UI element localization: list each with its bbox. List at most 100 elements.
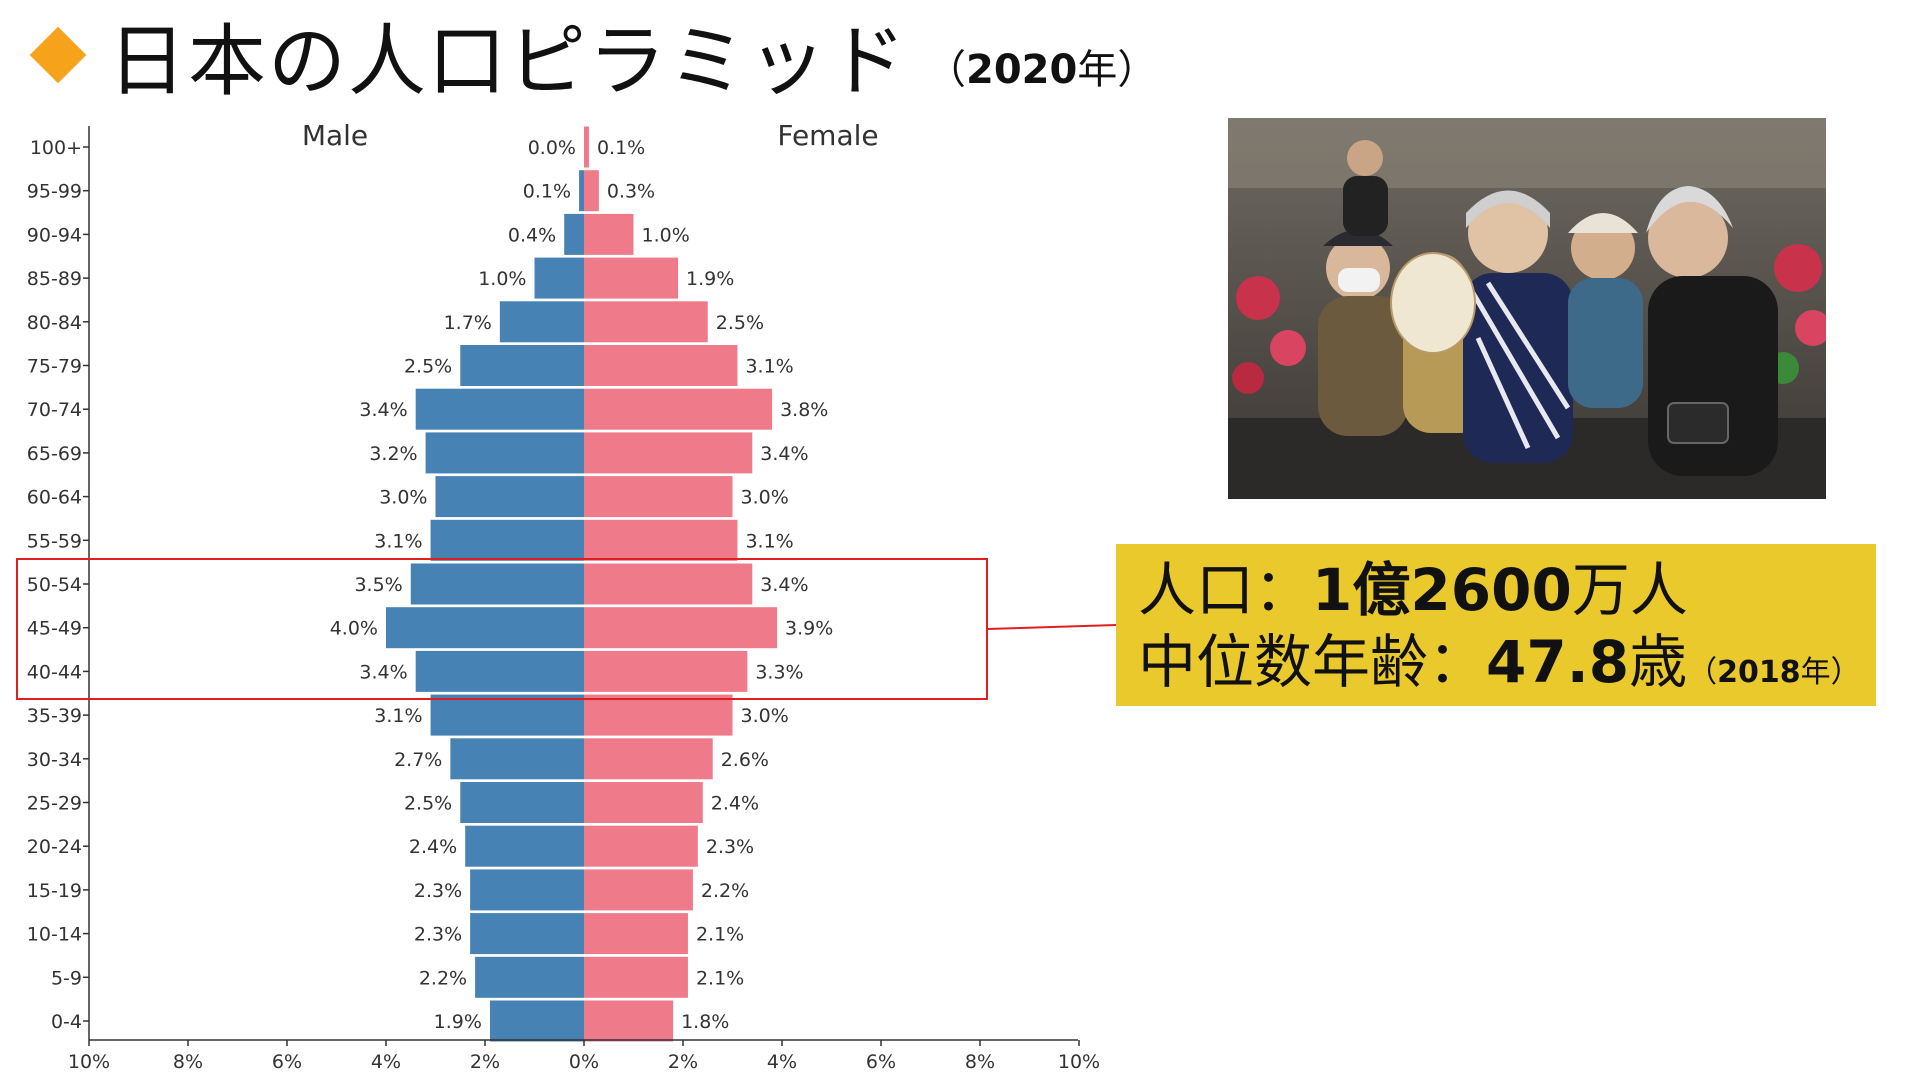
female-value-label-20-24: 2.3%	[706, 836, 754, 858]
female-value-label-10-14: 2.1%	[696, 924, 744, 946]
male-legend-label: Male	[302, 119, 368, 152]
female-bar-80-84	[584, 301, 708, 343]
y-tick-label-95-99: 95-99	[27, 181, 82, 203]
median-note-year: 2018	[1717, 655, 1801, 690]
x-tick-label-7: 4%	[767, 1051, 797, 1073]
title-row: 日本の人口ピラミッド （2020年）	[24, 10, 1157, 107]
female-bar-30-34	[584, 738, 713, 780]
male-value-label-75-79: 2.5%	[404, 356, 452, 378]
female-bar-75-79	[584, 345, 738, 386]
y-tick-label-45-49: 45-49	[27, 618, 82, 640]
male-value-label-10-14: 2.3%	[414, 924, 462, 946]
male-value-label-25-29: 2.5%	[404, 793, 452, 815]
y-tick-label-75-79: 75-79	[27, 356, 82, 378]
male-value-label-30-34: 2.7%	[394, 749, 442, 771]
female-value-label-60-64: 3.0%	[741, 487, 789, 509]
female-bar-50-54	[584, 563, 753, 605]
female-value-label-50-54: 3.4%	[760, 574, 808, 596]
female-bar-100+	[584, 126, 589, 168]
y-tick-label-100+: 100+	[30, 137, 82, 159]
male-value-label-5-9: 2.2%	[419, 967, 467, 989]
female-bar-35-39	[584, 694, 733, 736]
female-bar-25-29	[584, 782, 703, 823]
population-unit: 万人	[1571, 556, 1688, 624]
title-year-number: 2020	[966, 47, 1078, 93]
male-bar-50-54	[410, 563, 584, 605]
title-year-suffix: 年	[1077, 47, 1118, 93]
x-tick-label-8: 6%	[866, 1051, 896, 1073]
male-value-label-90-94: 0.4%	[508, 224, 556, 246]
x-tick-label-10: 10%	[1058, 1051, 1100, 1073]
y-tick-label-35-39: 35-39	[27, 705, 82, 727]
x-tick-label-4: 2%	[470, 1051, 500, 1073]
y-tick-label-90-94: 90-94	[27, 224, 82, 246]
y-tick-label-40-44: 40-44	[27, 661, 82, 683]
x-tick-label-3: 4%	[371, 1051, 401, 1073]
female-value-label-85-89: 1.9%	[686, 268, 734, 290]
female-bar-55-59	[584, 519, 738, 561]
female-value-label-65-69: 3.4%	[760, 443, 808, 465]
median-age-unit: 歳	[1629, 628, 1688, 696]
female-bar-15-19	[584, 869, 693, 911]
y-tick-label-30-34: 30-34	[27, 749, 82, 771]
male-bar-15-19	[470, 869, 584, 911]
y-tick-label-20-24: 20-24	[27, 836, 82, 858]
x-tick-label-2: 6%	[272, 1051, 302, 1073]
male-bar-90-94	[564, 213, 584, 255]
y-tick-label-10-14: 10-14	[27, 924, 82, 946]
y-tick-label-25-29: 25-29	[27, 793, 82, 815]
male-bar-75-79	[460, 345, 584, 386]
female-value-label-5-9: 2.1%	[696, 967, 744, 989]
x-tick-label-1: 8%	[173, 1051, 203, 1073]
male-value-label-55-59: 3.1%	[374, 530, 422, 552]
female-value-label-45-49: 3.9%	[785, 618, 833, 640]
y-tick-label-60-64: 60-64	[27, 487, 82, 509]
median-note-close: ）	[1830, 655, 1861, 690]
female-value-label-30-34: 2.6%	[721, 749, 769, 771]
female-value-label-15-19: 2.2%	[701, 880, 749, 902]
female-legend-label: Female	[777, 119, 878, 152]
axes-group: 100+ 95-99 90-94 85-89 80-84 75-79 70-74 65-69 6…	[27, 126, 1100, 1073]
female-bar-95-99	[584, 170, 599, 212]
highlight-connector-line	[986, 624, 1117, 630]
y-tick-label-15-19: 15-19	[27, 880, 82, 902]
female-bar-90-94	[584, 213, 634, 255]
elderly-people-photo	[1228, 118, 1826, 499]
title-year-close: ）	[1117, 47, 1158, 93]
median-age-value: 47.8	[1486, 628, 1630, 696]
male-bar-60-64	[435, 476, 584, 518]
female-bar-5-9	[584, 956, 688, 998]
x-tick-label-0: 10%	[68, 1051, 110, 1073]
male-value-label-15-19: 2.3%	[414, 880, 462, 902]
male-bar-10-14	[470, 913, 584, 955]
bars-group: 0.0% 0.1% 0.1% 0.3% 0.4% 1.0% 1.0% 1.9% 1.7% 2.5%…	[330, 126, 833, 1042]
female-value-label-25-29: 2.4%	[711, 793, 759, 815]
male-bar-80-84	[499, 301, 584, 343]
female-value-label-55-59: 3.1%	[745, 530, 793, 552]
female-value-label-40-44: 3.3%	[755, 661, 803, 683]
y-tick-label-50-54: 50-54	[27, 574, 82, 596]
female-bar-0-4	[584, 1000, 674, 1042]
male-value-label-45-49: 4.0%	[330, 618, 378, 640]
male-bar-0-4	[489, 1000, 584, 1042]
male-value-label-50-54: 3.5%	[354, 574, 402, 596]
female-bar-20-24	[584, 825, 698, 867]
male-value-label-80-84: 1.7%	[444, 312, 492, 334]
population-label: 人口：	[1138, 556, 1313, 624]
female-value-label-90-94: 1.0%	[642, 224, 690, 246]
male-bar-70-74	[415, 388, 584, 430]
median-note-suffix: 年	[1800, 655, 1831, 690]
female-bar-70-74	[584, 388, 773, 430]
male-value-label-40-44: 3.4%	[359, 661, 407, 683]
female-bar-45-49	[584, 607, 778, 649]
female-value-label-95-99: 0.3%	[607, 181, 655, 203]
y-tick-label-55-59: 55-59	[27, 530, 82, 552]
male-value-label-85-89: 1.0%	[478, 268, 526, 290]
title-year: （2020年）	[926, 37, 1157, 95]
median-age-line: 中位数年齢：47.8歳（2018年）	[1138, 626, 1876, 709]
male-bar-25-29	[460, 782, 584, 823]
y-tick-label-85-89: 85-89	[27, 268, 82, 290]
male-bar-95-99	[579, 170, 584, 212]
female-value-label-100+: 0.1%	[597, 137, 645, 159]
female-value-label-75-79: 3.1%	[745, 356, 793, 378]
